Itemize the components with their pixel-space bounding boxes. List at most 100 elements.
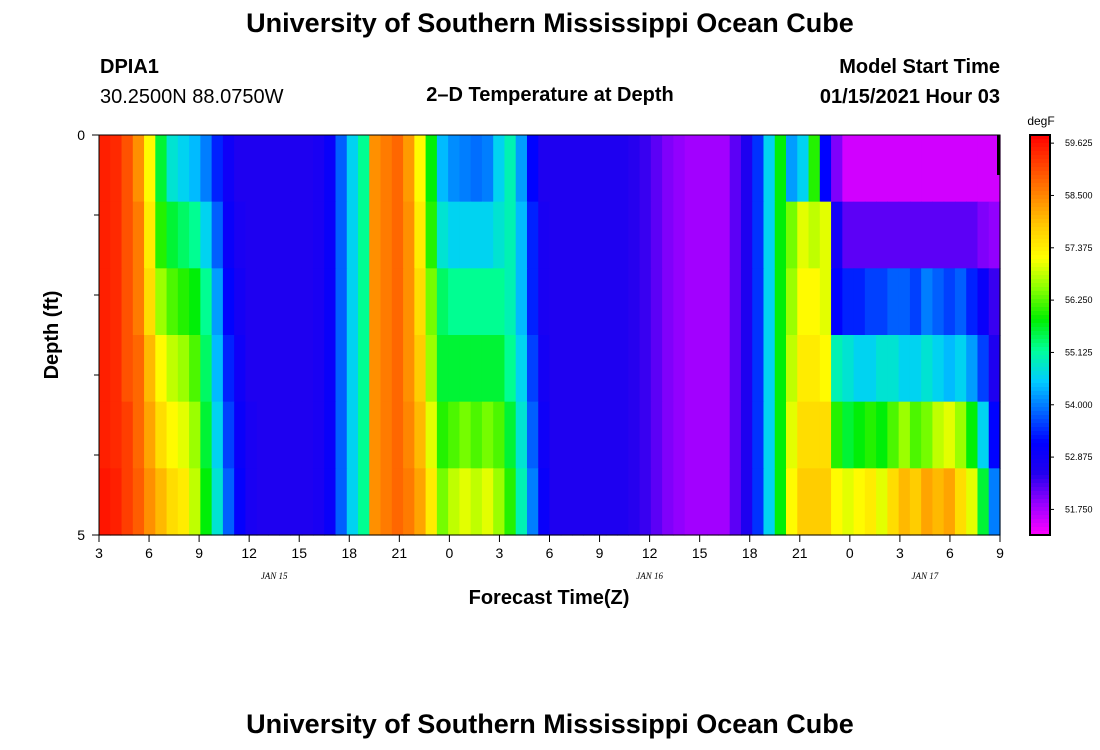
heatmap-cell — [301, 401, 314, 469]
colorbar-swatch — [1030, 387, 1050, 392]
heatmap-cell — [290, 468, 303, 536]
heatmap-cell — [324, 268, 337, 336]
heatmap-cell — [718, 335, 731, 403]
colorbar-label: 55.125 — [1065, 347, 1093, 357]
heatmap-cell — [740, 268, 753, 336]
heatmap-cell — [110, 335, 123, 403]
heatmap-cell — [763, 401, 776, 469]
heatmap-cell — [819, 201, 832, 269]
heatmap-cell — [234, 135, 247, 203]
heatmap-cell — [189, 201, 201, 269]
colorbar-swatch — [1030, 407, 1050, 412]
heatmap-cell — [121, 135, 134, 203]
heatmap-cell — [594, 135, 607, 203]
heatmap-cell — [605, 468, 618, 536]
heatmap-cell — [526, 335, 539, 403]
heatmap-cell — [966, 135, 979, 203]
heatmap-cell — [887, 468, 900, 536]
colorbar-label: 58.500 — [1065, 190, 1093, 200]
heatmap-cell — [842, 401, 855, 469]
colorbar-swatch — [1030, 343, 1050, 348]
colorbar-swatch — [1030, 187, 1050, 192]
heatmap-cell — [729, 201, 742, 269]
heatmap-cell — [211, 335, 224, 403]
colorbar-label: 57.375 — [1065, 243, 1093, 253]
heatmap-cell — [662, 135, 674, 203]
colorbar-swatch — [1030, 439, 1050, 444]
heatmap-cell — [324, 135, 337, 203]
y-tick-label: 0 — [77, 127, 85, 143]
heatmap-cell — [718, 468, 731, 536]
heatmap-cell — [425, 268, 438, 336]
heatmap-cell — [842, 268, 855, 336]
heatmap-cell — [121, 468, 134, 536]
heatmap-cell — [403, 268, 415, 336]
colorbar-swatch — [1030, 231, 1050, 236]
heatmap-cell — [290, 401, 303, 469]
heatmap-cell — [673, 468, 686, 536]
heatmap-cell — [684, 135, 697, 203]
x-tick-label: 21 — [792, 545, 808, 561]
heatmap-cell — [403, 135, 415, 203]
heatmap-cell — [954, 201, 967, 269]
heatmap-cell — [380, 268, 393, 336]
colorbar-swatch — [1030, 403, 1050, 408]
heatmap-cell — [110, 268, 123, 336]
heatmap-cell — [245, 468, 258, 536]
heatmap-cell — [797, 335, 810, 403]
heatmap-cell — [909, 268, 922, 336]
x-axis-label: Forecast Time(Z) — [469, 587, 630, 609]
heatmap-cell — [853, 201, 866, 269]
colorbar-swatch — [1030, 139, 1050, 144]
heatmap-cell — [436, 468, 449, 536]
heatmap-cell — [414, 135, 427, 203]
heatmap-cell — [403, 335, 415, 403]
heatmap-cell — [515, 335, 528, 403]
colorbar-label: 56.250 — [1065, 295, 1093, 305]
heatmap-cell — [481, 468, 494, 536]
heatmap-cell — [526, 401, 539, 469]
colorbar-swatch — [1030, 447, 1050, 452]
heatmap-cell — [448, 401, 460, 469]
colorbar-swatch — [1030, 483, 1050, 488]
heatmap-cell — [988, 135, 1001, 203]
heatmap-cell — [864, 135, 877, 203]
heatmap-cell — [358, 335, 370, 403]
heatmap-cell — [324, 335, 337, 403]
heatmap-cell — [234, 401, 247, 469]
heatmap-cell — [819, 268, 832, 336]
heatmap-cell — [144, 201, 156, 269]
heatmap-cell — [200, 201, 213, 269]
heatmap-cell — [211, 268, 224, 336]
heatmap-cell — [369, 401, 382, 469]
heatmap-cell — [808, 468, 821, 536]
heatmap-cell — [977, 468, 990, 536]
heatmap-cell — [290, 135, 303, 203]
heatmap-cell — [538, 135, 551, 203]
heatmap-cell — [966, 268, 979, 336]
heatmap-cell — [932, 201, 945, 269]
heatmap-cell — [549, 335, 562, 403]
heatmap-cell — [594, 268, 607, 336]
heatmap-cell — [797, 268, 810, 336]
heatmap-cell — [819, 135, 832, 203]
heatmap-cell — [797, 201, 810, 269]
heatmap-cell — [774, 335, 787, 403]
heatmap-cell — [200, 135, 213, 203]
heatmap-cell — [279, 468, 292, 536]
heatmap-cell — [572, 335, 584, 403]
colorbar-swatch — [1030, 267, 1050, 272]
heatmap-cell — [414, 335, 427, 403]
heatmap-cell — [234, 468, 247, 536]
heatmap-cell — [369, 468, 382, 536]
colorbar-frame — [1029, 134, 1051, 536]
heatmap-cell — [267, 268, 280, 336]
x-tick-label: 6 — [145, 545, 153, 561]
colorbar-swatch — [1030, 355, 1050, 360]
heatmap-cell — [594, 468, 607, 536]
heatmap-cell — [943, 135, 956, 203]
model-start-label: Model Start Time — [839, 56, 1000, 78]
heatmap-cell — [572, 468, 584, 536]
heatmap-cell — [358, 401, 370, 469]
colorbar-swatch — [1030, 311, 1050, 316]
